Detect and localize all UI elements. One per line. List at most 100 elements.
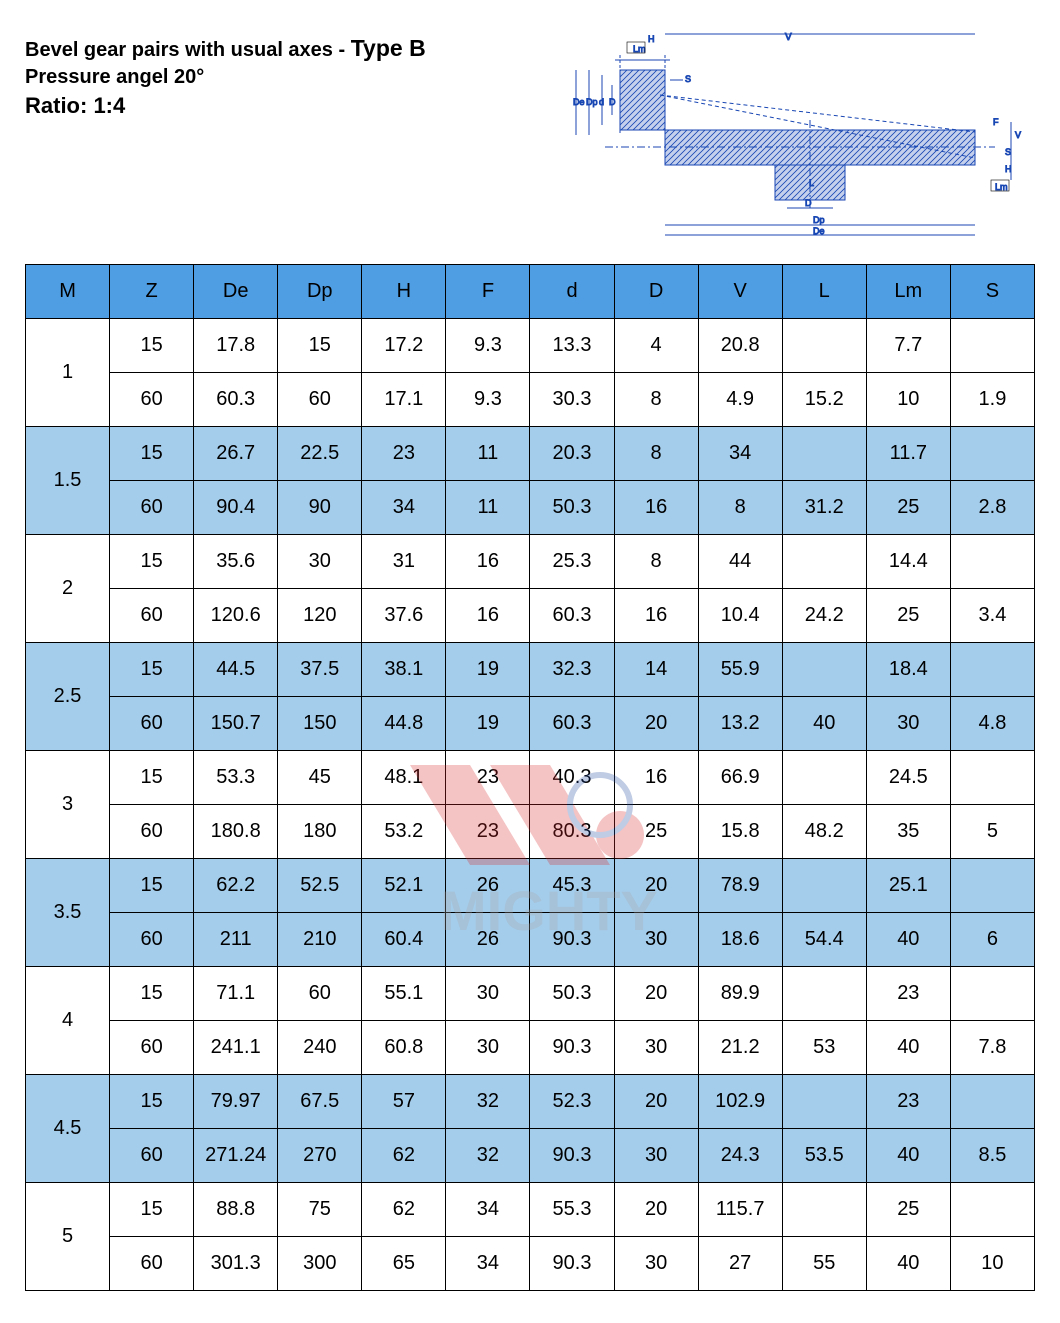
cell-Z: 15	[110, 751, 194, 805]
cell-L: 55	[782, 1237, 866, 1291]
cell-Z: 15	[110, 967, 194, 1021]
cell-V: 20.8	[698, 319, 782, 373]
cell-V: 44	[698, 535, 782, 589]
cell-d: 90.3	[530, 913, 614, 967]
cell-Dp: 52.5	[278, 859, 362, 913]
title-line-3: Ratio: 1:4	[25, 93, 565, 119]
cell-H: 17.2	[362, 319, 446, 373]
cell-V: 8	[698, 481, 782, 535]
cell-Dp: 240	[278, 1021, 362, 1075]
cell-Z: 15	[110, 1075, 194, 1129]
col-Dp: Dp	[278, 265, 362, 319]
cell-D: 30	[614, 1021, 698, 1075]
cell-Dp: 45	[278, 751, 362, 805]
svg-text:V: V	[1015, 130, 1021, 140]
cell-V: 15.8	[698, 805, 782, 859]
cell-H: 38.1	[362, 643, 446, 697]
cell-D: 16	[614, 589, 698, 643]
cell-d: 30.3	[530, 373, 614, 427]
cell-Lm: 7.7	[866, 319, 950, 373]
cell-D: 4	[614, 319, 698, 373]
cell-V: 10.4	[698, 589, 782, 643]
cell-L	[782, 859, 866, 913]
cell-Z: 60	[110, 913, 194, 967]
cell-H: 34	[362, 481, 446, 535]
cell-L	[782, 1183, 866, 1237]
cell-d: 50.3	[530, 967, 614, 1021]
title-text-1a: Bevel gear pairs with usual axes -	[25, 39, 351, 61]
cell-S	[950, 967, 1034, 1021]
cell-Lm: 40	[866, 1237, 950, 1291]
cell-De: 150.7	[194, 697, 278, 751]
cell-L: 31.2	[782, 481, 866, 535]
cell-De: 271.24	[194, 1129, 278, 1183]
cell-D: 30	[614, 913, 698, 967]
cell-Lm: 23	[866, 1075, 950, 1129]
cell-M: 5	[26, 1183, 110, 1291]
cell-D: 25	[614, 805, 698, 859]
cell-S	[950, 535, 1034, 589]
table-row: 31553.34548.12340.31666.924.5	[26, 751, 1035, 805]
cell-d: 40.3	[530, 751, 614, 805]
cell-S: 8.5	[950, 1129, 1034, 1183]
cell-Lm: 18.4	[866, 643, 950, 697]
cell-H: 44.8	[362, 697, 446, 751]
cell-H: 48.1	[362, 751, 446, 805]
cell-M: 4.5	[26, 1075, 110, 1183]
svg-text:Lm: Lm	[633, 44, 646, 54]
title-block: Bevel gear pairs with usual axes - Type …	[25, 30, 565, 119]
cell-De: 241.1	[194, 1021, 278, 1075]
cell-D: 14	[614, 643, 698, 697]
cell-F: 26	[446, 859, 530, 913]
cell-De: 79.97	[194, 1075, 278, 1129]
cell-H: 52.1	[362, 859, 446, 913]
cell-De: 44.5	[194, 643, 278, 697]
svg-text:Dp: Dp	[813, 215, 825, 225]
cell-L	[782, 319, 866, 373]
cell-Lm: 25	[866, 1183, 950, 1237]
svg-text:Dp: Dp	[586, 97, 598, 107]
cell-V: 24.3	[698, 1129, 782, 1183]
cell-De: 62.2	[194, 859, 278, 913]
cell-L: 54.4	[782, 913, 866, 967]
cell-Dp: 210	[278, 913, 362, 967]
svg-text:F: F	[993, 117, 999, 127]
cell-Lm: 23	[866, 967, 950, 1021]
table-header-row: M Z De Dp H F d D V L Lm S	[26, 265, 1035, 319]
cell-F: 23	[446, 805, 530, 859]
table-row: 3.51562.252.552.12645.32078.925.1	[26, 859, 1035, 913]
cell-Lm: 10	[866, 373, 950, 427]
cell-H: 23	[362, 427, 446, 481]
cell-Z: 15	[110, 535, 194, 589]
cell-H: 60.8	[362, 1021, 446, 1075]
cell-L	[782, 643, 866, 697]
cell-Lm: 11.7	[866, 427, 950, 481]
cell-d: 50.3	[530, 481, 614, 535]
cell-De: 60.3	[194, 373, 278, 427]
cell-S: 4.8	[950, 697, 1034, 751]
spec-table: M Z De Dp H F d D V L Lm S 11517.81517.2…	[25, 264, 1035, 1291]
cell-Dp: 300	[278, 1237, 362, 1291]
cell-d: 20.3	[530, 427, 614, 481]
cell-F: 32	[446, 1129, 530, 1183]
cell-V: 27	[698, 1237, 782, 1291]
cell-S: 7.8	[950, 1021, 1034, 1075]
cell-Lm: 30	[866, 697, 950, 751]
cell-H: 60.4	[362, 913, 446, 967]
cell-Z: 60	[110, 805, 194, 859]
table-wrapper: MIGHTY M Z De Dp H F d D V L Lm S 11517.…	[25, 264, 1035, 1291]
cell-Z: 15	[110, 643, 194, 697]
cell-d: 25.3	[530, 535, 614, 589]
cell-M: 3	[26, 751, 110, 859]
cell-Dp: 180	[278, 805, 362, 859]
cell-Lm: 25	[866, 589, 950, 643]
cell-Z: 60	[110, 1129, 194, 1183]
cell-De: 211	[194, 913, 278, 967]
table-row: 60241.124060.83090.33021.253407.8	[26, 1021, 1035, 1075]
cell-De: 71.1	[194, 967, 278, 1021]
cell-L: 40	[782, 697, 866, 751]
cell-S: 6	[950, 913, 1034, 967]
svg-text:H: H	[648, 34, 655, 44]
cell-De: 53.3	[194, 751, 278, 805]
cell-F: 34	[446, 1237, 530, 1291]
